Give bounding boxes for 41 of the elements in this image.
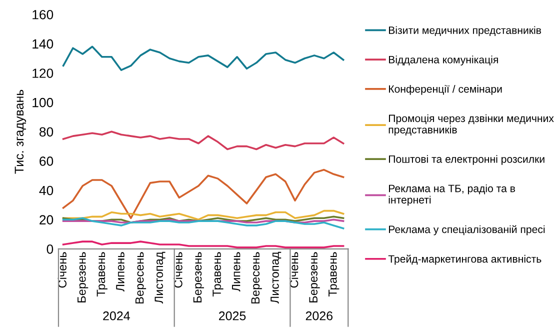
text: 2026 (306, 311, 333, 320)
legend-label: Реклама на ТБ, радіо та в інтернеті (388, 184, 516, 206)
line-series (62, 130, 344, 150)
y-tick-label: 20 (40, 215, 54, 225)
x-tick-label: Березень (78, 252, 88, 302)
x-tick-label: Травень (328, 252, 340, 296)
line-series (62, 210, 344, 220)
text: 2025 (218, 311, 246, 320)
line-series (62, 168, 344, 220)
legend-label: Віддалена комунікація (389, 56, 498, 66)
legend-label: Промоція через дзвінки медичних представників (388, 114, 554, 136)
x-tick-label: Січень (290, 252, 298, 288)
legend-label: Реклама у спеціалізованій пресі (389, 225, 545, 236)
y-tick-label: 120 (32, 68, 54, 78)
y-tick-label: 0 (46, 244, 54, 254)
text: 2024 (103, 311, 130, 320)
y-tick-label: 60 (40, 156, 54, 166)
y-axis-title: Тис. згадувань (14, 90, 26, 174)
legend-label: Поштові та електронні розсилки (389, 155, 544, 165)
x-tick-label: Січень (58, 252, 66, 288)
y-tick-label: 100 (32, 98, 54, 108)
x-tick-label: Вересень (135, 252, 146, 304)
y-tick-label: 80 (40, 127, 54, 137)
line-series (62, 46, 344, 72)
x-tick-label: Липень (232, 252, 240, 292)
x-tick-label: Січень (174, 252, 182, 288)
y-tick-label: 140 (32, 39, 54, 49)
legend-label: Візити медичних представників (389, 26, 541, 36)
x-tick-label: Березень (193, 252, 204, 302)
x-tick-label: Березень (309, 252, 320, 302)
y-tick-label: 160 (32, 10, 54, 20)
x-tick-label: Вересень (251, 252, 262, 304)
x-tick-label: Травень (212, 252, 224, 296)
x-tick-label: Листопад (154, 252, 166, 304)
legend-label: Трейд-маркетингова активність (388, 254, 542, 265)
line-series (62, 217, 344, 230)
x-tick-label: Листопад (270, 252, 282, 304)
y-tick-label: 40 (39, 186, 54, 196)
legend-label: Конференції / семінари (389, 84, 502, 95)
x-tick-label: Липень (116, 252, 124, 292)
x-tick-label: Травень (96, 252, 108, 296)
